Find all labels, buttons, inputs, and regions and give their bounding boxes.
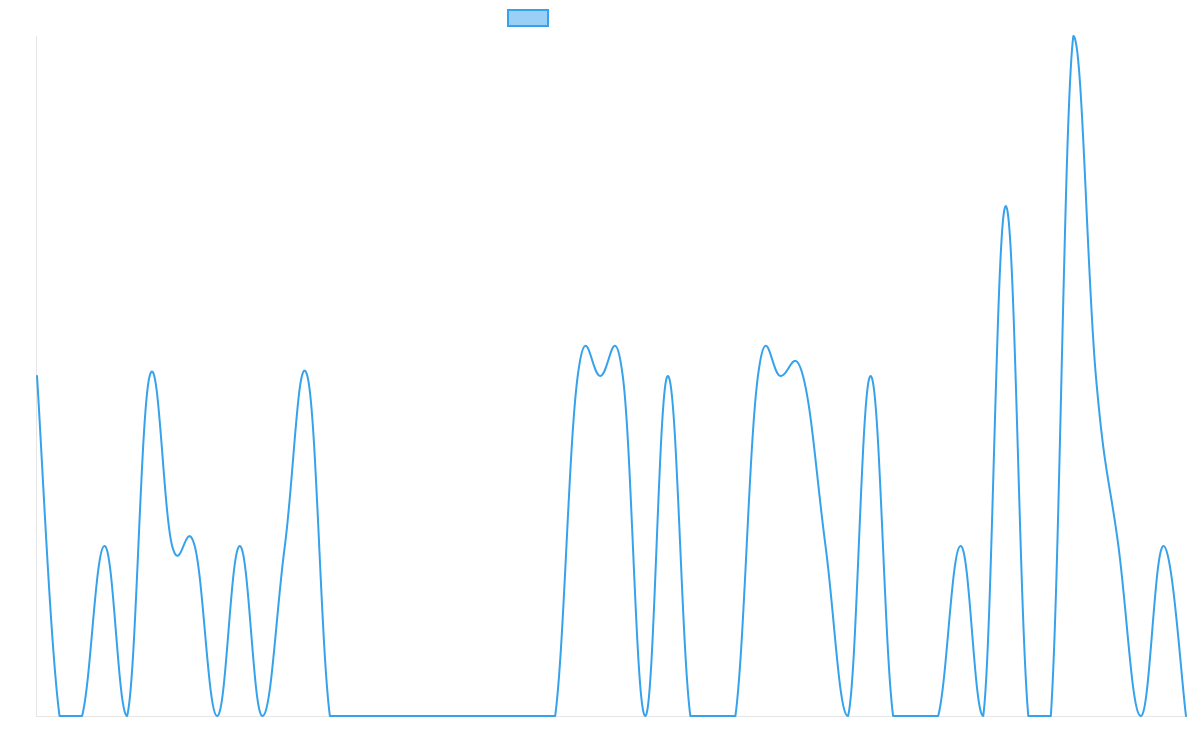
data-point[interactable] (214, 713, 220, 719)
data-point[interactable] (237, 543, 243, 549)
data-point[interactable] (462, 713, 468, 719)
data-point[interactable] (552, 713, 558, 719)
legend[interactable] (507, 9, 549, 27)
data-point[interactable] (1160, 543, 1166, 549)
data-point[interactable] (755, 373, 761, 379)
data-point[interactable] (57, 713, 63, 719)
data-point[interactable] (958, 543, 964, 549)
data-point[interactable] (620, 373, 626, 379)
data-point[interactable] (597, 373, 603, 379)
data-point[interactable] (1025, 713, 1031, 719)
data-point[interactable] (913, 713, 919, 719)
data-point[interactable] (1003, 203, 1009, 209)
data-point[interactable] (102, 543, 108, 549)
data-point[interactable] (372, 713, 378, 719)
data-point[interactable] (1070, 33, 1076, 39)
data-point[interactable] (800, 373, 806, 379)
data-point[interactable] (1093, 373, 1099, 379)
data-point[interactable] (868, 373, 874, 379)
data-point[interactable] (485, 713, 491, 719)
data-point[interactable] (192, 543, 198, 549)
data-point[interactable] (440, 713, 446, 719)
data-point[interactable] (147, 373, 153, 379)
data-point[interactable] (169, 543, 175, 549)
data-point[interactable] (980, 713, 986, 719)
data-point[interactable] (1115, 543, 1121, 549)
data-point[interactable] (79, 713, 85, 719)
data-point[interactable] (1183, 713, 1189, 719)
data-point[interactable] (642, 713, 648, 719)
data-point[interactable] (710, 713, 716, 719)
legend-swatch[interactable] (507, 9, 549, 27)
data-point[interactable] (935, 713, 941, 719)
data-point[interactable] (34, 373, 40, 379)
data-point[interactable] (507, 713, 513, 719)
series-line[interactable] (36, 35, 1187, 717)
data-point[interactable] (124, 713, 130, 719)
data-point[interactable] (1138, 713, 1144, 719)
data-point[interactable] (349, 713, 355, 719)
data-point[interactable] (1048, 713, 1054, 719)
data-point[interactable] (687, 713, 693, 719)
data-point[interactable] (304, 373, 310, 379)
data-point[interactable] (327, 713, 333, 719)
data-point[interactable] (530, 713, 536, 719)
data-point[interactable] (823, 543, 829, 549)
series-layer (34, 33, 1189, 719)
data-point[interactable] (282, 543, 288, 549)
data-point[interactable] (259, 713, 265, 719)
data-point[interactable] (732, 713, 738, 719)
data-point[interactable] (665, 373, 671, 379)
data-point[interactable] (890, 713, 896, 719)
data-point[interactable] (394, 713, 400, 719)
data-point[interactable] (777, 373, 783, 379)
data-point[interactable] (845, 713, 851, 719)
data-point[interactable] (417, 713, 423, 719)
data-point[interactable] (575, 373, 581, 379)
